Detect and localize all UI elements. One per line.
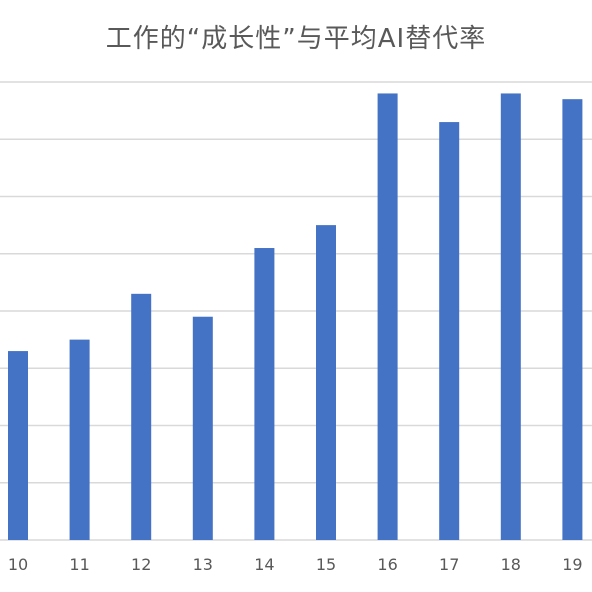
bar-17 [439, 122, 460, 540]
bars [8, 93, 583, 541]
bar-18 [500, 93, 521, 540]
x-tick-label-13: 13 [193, 555, 213, 574]
gridlines [0, 81, 592, 541]
x-tick-label-16: 16 [377, 555, 397, 574]
bar-11 [69, 339, 90, 540]
bar-15 [316, 225, 336, 540]
x-tick-label-18: 18 [501, 555, 521, 574]
x-tick-label-14: 14 [254, 555, 274, 574]
x-tick-labels: 10 11 12 13 14 15 16 17 18 19 [8, 555, 583, 574]
bar-16 [377, 93, 398, 540]
x-tick-label-15: 15 [316, 555, 336, 574]
bar-14 [254, 248, 275, 540]
bar-19 [562, 99, 583, 541]
x-tick-label-17: 17 [439, 555, 459, 574]
x-tick-label-10: 10 [8, 555, 28, 574]
bar-10 [8, 351, 28, 540]
x-tick-label-19: 19 [562, 555, 582, 574]
bar-12 [131, 293, 152, 540]
chart-title: 工作的“成长性”与平均AI替代率 [105, 24, 487, 54]
x-tick-label-11: 11 [69, 555, 89, 574]
x-tick-label-12: 12 [131, 555, 151, 574]
bar-13 [192, 316, 213, 540]
